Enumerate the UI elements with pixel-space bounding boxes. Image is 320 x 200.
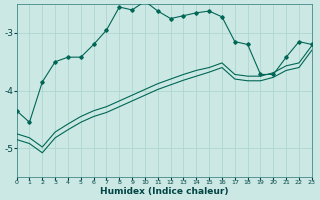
- X-axis label: Humidex (Indice chaleur): Humidex (Indice chaleur): [100, 187, 228, 196]
